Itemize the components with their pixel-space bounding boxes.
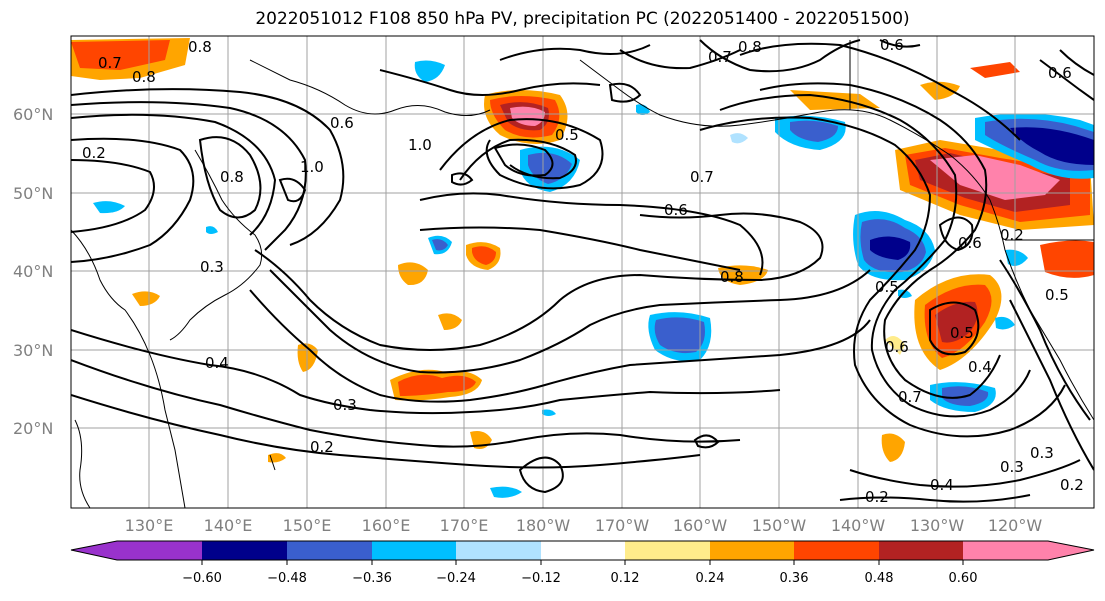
lon-label: 170°W [595,516,650,535]
map-title: 2022051012 F108 850 hPa PV, precipitatio… [255,9,910,29]
contour-label: 0.6 [880,36,904,54]
contour-label: 0.7 [898,388,922,406]
lat-label: 30°N [13,341,53,360]
colorbar-segment [456,541,541,560]
colorbar-segment [202,541,287,560]
contour-labels: 0.7 0.8 0.8 0.6 0.7 0.8 0.6 0.2 1.0 0.8 … [82,36,1084,506]
lon-label: 150°E [283,516,332,535]
contour-label: 0.5 [950,324,974,342]
precip-negative-shading [93,60,1094,498]
contour-label: 0.2 [1000,226,1024,244]
colorbar-segment [710,541,794,560]
contour-label: 0.8 [738,38,762,56]
latitude-labels: 60°N 50°N 40°N 30°N 20°N [13,105,53,438]
contour-label: 0.8 [720,268,744,286]
lon-label: 160°W [673,516,728,535]
contour-label: 0.2 [82,144,106,162]
map-area: 0.7 0.8 0.8 0.6 0.7 0.8 0.6 0.2 1.0 0.8 … [71,36,1094,508]
contour-label: 0.2 [1060,476,1084,494]
lon-label: 140°E [204,516,253,535]
colorbar-tick-label: −0.24 [436,571,476,586]
contour-label: 0.3 [200,258,224,276]
colorbar-tick-label: −0.12 [521,571,561,586]
contour-label: 0.8 [220,168,244,186]
colorbar-segment [541,541,625,560]
lon-label: 170°E [440,516,489,535]
contour-label: 0.3 [1000,458,1024,476]
colorbar-tick-label: 0.48 [865,571,894,586]
contour-label: 0.5 [555,126,579,144]
contour-label: 1.0 [408,136,432,154]
colorbar-tick-label: −0.60 [182,571,222,586]
map-frame [70,35,1095,509]
contour-label: 0.6 [1048,64,1072,82]
contour-label: 0.5 [875,278,899,296]
lon-label: 160°E [362,516,411,535]
contour-label: 0.3 [1030,444,1054,462]
colorbar-tick-label: −0.48 [267,571,307,586]
contour-label: 0.6 [958,234,982,252]
lat-label: 20°N [13,419,53,438]
contour-label: 0.2 [865,488,889,506]
contour-label: 0.7 [708,48,732,66]
colorbar-tick-label: 0.36 [780,571,809,586]
contour-label: 0.4 [205,354,229,372]
colorbar-segment [794,541,879,560]
colorbar-segment [625,541,710,560]
contour-label: 0.5 [1045,286,1069,304]
lon-label: 130°E [125,516,174,535]
lon-label: 150°W [752,516,807,535]
lat-label: 60°N [13,105,53,124]
lon-label: 120°W [988,516,1043,535]
contour-label: 0.7 [690,168,714,186]
lat-label: 40°N [13,262,53,281]
contour-label: 0.6 [330,114,354,132]
colorbar-tick-label: 0.24 [696,571,725,586]
colorbar: −0.60 −0.48 −0.36 −0.24 −0.12 0.12 0.24 … [70,540,1095,586]
contour-label: 0.6 [885,338,909,356]
colorbar-segment [963,541,1094,560]
colorbar-segment [287,541,372,560]
contour-label: 0.4 [930,476,954,494]
contour-label: 0.8 [132,68,156,86]
contour-label: 0.3 [333,396,357,414]
contour-label: 0.7 [98,54,122,72]
lat-label: 50°N [13,184,53,203]
colorbar-tick-label: −0.36 [352,571,392,586]
lon-label: 140°W [831,516,886,535]
colorbar-segment [71,541,202,560]
colorbar-tick-label: 0.60 [949,571,978,586]
contour-label: 0.4 [968,358,992,376]
longitude-labels: 130°E 140°E 150°E 160°E 170°E 180°W 170°… [125,516,1043,535]
contour-label: 0.2 [310,438,334,456]
colorbar-segment [879,541,963,560]
graticule [71,36,1094,508]
colorbar-tick-label: 0.12 [611,571,640,586]
lon-label: 180°W [516,516,571,535]
contour-label: 0.8 [188,38,212,56]
colorbar-segment [372,541,456,560]
lon-label: 130°W [910,516,965,535]
contour-label: 0.6 [664,201,688,219]
pv-contours [71,39,1094,503]
contour-label: 1.0 [300,158,324,176]
